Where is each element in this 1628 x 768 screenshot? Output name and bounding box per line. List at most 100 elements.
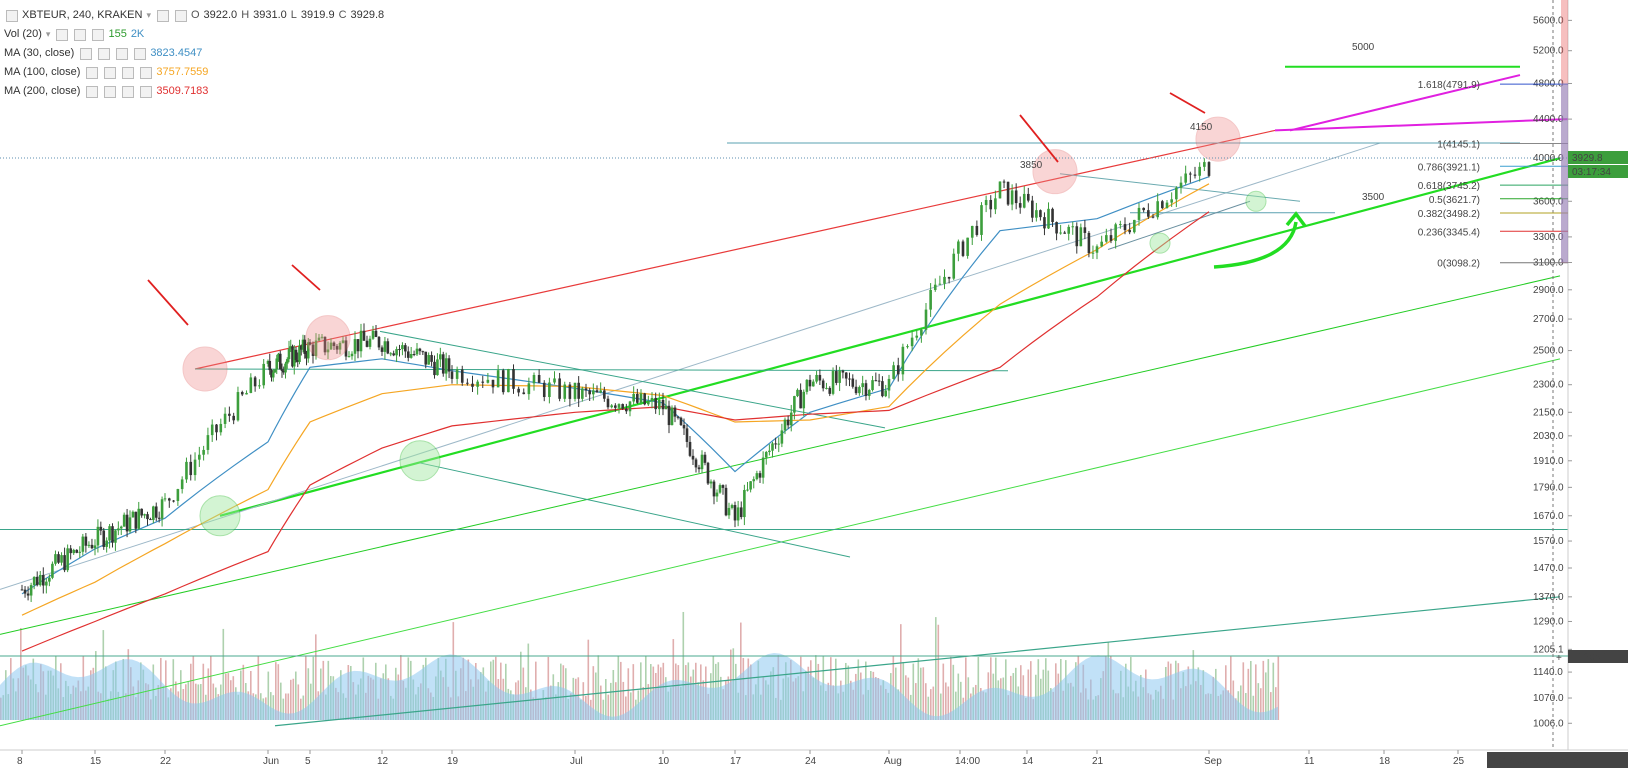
highlight-circle bbox=[305, 315, 351, 361]
add-icon[interactable] bbox=[116, 47, 129, 60]
candle-body bbox=[415, 348, 419, 355]
indicator-label[interactable]: MA (100, close) bbox=[4, 66, 81, 78]
indicator-vol[interactable]: Vol (20) ▾ 155 2K bbox=[4, 25, 384, 44]
trend-line[interactable] bbox=[219, 157, 1561, 517]
candle-body bbox=[906, 346, 909, 348]
candle-body bbox=[270, 370, 273, 378]
candle-body bbox=[275, 358, 279, 370]
candle-body bbox=[317, 337, 321, 341]
crosshair-plus-icon[interactable]: + bbox=[1556, 653, 1562, 664]
trend-line[interactable] bbox=[1289, 74, 1521, 132]
x-tick-label: 10 bbox=[658, 756, 670, 767]
trend-line[interactable] bbox=[1274, 118, 1569, 132]
candle-body bbox=[858, 387, 861, 394]
time-axis[interactable]: 8 15 22 Jun 5 12 19 Jul 10 17 24 Aug 14:00 14 21 Sep 11 1… bbox=[17, 750, 1465, 767]
candle-body bbox=[844, 372, 848, 379]
trend-line[interactable] bbox=[1107, 200, 1251, 250]
candle-body bbox=[896, 365, 900, 375]
candle-body bbox=[341, 340, 345, 343]
candle-body bbox=[395, 349, 398, 356]
candle-body bbox=[280, 369, 284, 371]
crosshair-price-text: 1205.1 bbox=[1578, 652, 1609, 663]
visibility-icon[interactable] bbox=[80, 47, 93, 60]
settings-icon[interactable] bbox=[74, 28, 87, 41]
candle-body bbox=[1075, 226, 1079, 247]
visibility-icon[interactable] bbox=[86, 66, 99, 79]
candle-body bbox=[989, 199, 993, 210]
candle-body bbox=[1137, 207, 1141, 220]
trend-line[interactable] bbox=[419, 462, 851, 558]
chevron-down-icon[interactable]: ▾ bbox=[45, 29, 51, 39]
close-icon[interactable] bbox=[140, 66, 153, 79]
trend-line[interactable] bbox=[194, 129, 1276, 370]
candle-body bbox=[933, 284, 937, 290]
candle-body bbox=[380, 347, 384, 352]
add-icon[interactable] bbox=[122, 66, 135, 79]
trend-line[interactable] bbox=[194, 368, 1009, 372]
settings-icon[interactable] bbox=[104, 85, 117, 98]
volume-bar bbox=[925, 683, 927, 720]
candle-body bbox=[861, 383, 864, 388]
trend-line[interactable] bbox=[0, 358, 1561, 727]
indicator-label[interactable]: Vol (20) bbox=[4, 28, 42, 40]
x-tick-label: Jun bbox=[263, 756, 279, 767]
volume-bar bbox=[520, 651, 522, 720]
candle-body bbox=[359, 330, 363, 352]
candle-body bbox=[718, 485, 722, 493]
candle-body bbox=[172, 500, 175, 502]
volume-ma-area bbox=[0, 653, 1278, 720]
indicator-label[interactable]: MA (200, close) bbox=[4, 85, 81, 97]
close-icon[interactable] bbox=[140, 85, 153, 98]
candle-body bbox=[1161, 201, 1164, 209]
candle-body bbox=[636, 394, 639, 403]
y-tick-label: 2500.0 bbox=[1533, 346, 1564, 357]
volume-bar bbox=[1272, 662, 1275, 720]
settings-icon[interactable] bbox=[98, 47, 111, 60]
trend-line[interactable] bbox=[274, 596, 1561, 727]
candle-body bbox=[266, 360, 270, 364]
close-icon[interactable] bbox=[92, 28, 105, 41]
visibility-icon[interactable] bbox=[56, 28, 69, 41]
collapse-icon[interactable] bbox=[6, 9, 18, 22]
candle-body bbox=[240, 392, 244, 395]
indicator-ma100[interactable]: MA (100, close) 3757.7559 bbox=[4, 63, 384, 82]
candle-body bbox=[1170, 199, 1173, 203]
volume-bar bbox=[682, 611, 685, 720]
trend-line[interactable] bbox=[0, 275, 1561, 635]
candle-body bbox=[137, 508, 141, 529]
level-3850-label: 3850 bbox=[1020, 160, 1043, 171]
candle-body bbox=[305, 354, 308, 359]
x-tick-label: Jul bbox=[570, 756, 583, 767]
volume-bar bbox=[595, 672, 597, 720]
indicator-ma200[interactable]: MA (200, close) 3509.7183 bbox=[4, 82, 384, 101]
chevron-down-icon[interactable]: ▾ bbox=[146, 10, 151, 20]
candle-body bbox=[682, 425, 686, 429]
candle-body bbox=[952, 253, 956, 279]
visibility-icon[interactable] bbox=[156, 9, 169, 22]
close-label: C bbox=[338, 9, 347, 21]
x-tick-label: 21 bbox=[1092, 756, 1104, 767]
candle-body bbox=[793, 396, 796, 413]
close-icon[interactable] bbox=[134, 47, 147, 60]
y-tick-label: 1290.0 bbox=[1533, 616, 1564, 627]
volume-bar bbox=[197, 684, 200, 720]
candle-body bbox=[617, 404, 621, 408]
settings-icon[interactable] bbox=[174, 9, 187, 22]
candle-body bbox=[146, 514, 149, 520]
candle-body bbox=[1114, 224, 1117, 241]
volume-bar bbox=[1240, 685, 1242, 720]
settings-icon[interactable] bbox=[104, 66, 117, 79]
indicator-label[interactable]: MA (30, close) bbox=[4, 47, 75, 59]
volume-bar bbox=[315, 634, 317, 720]
add-icon[interactable] bbox=[122, 85, 135, 98]
candle-body bbox=[45, 581, 48, 586]
visibility-icon[interactable] bbox=[86, 85, 99, 98]
volume-bar bbox=[592, 666, 595, 720]
symbol-label[interactable]: XBTEUR, 240, KRAKEN bbox=[22, 9, 143, 21]
indicator-ma30[interactable]: MA (30, close) 3823.4547 bbox=[4, 44, 384, 63]
trend-line[interactable] bbox=[379, 330, 886, 429]
candle-body bbox=[436, 359, 439, 376]
volume-bar bbox=[1252, 695, 1255, 720]
candle-body bbox=[412, 354, 416, 356]
